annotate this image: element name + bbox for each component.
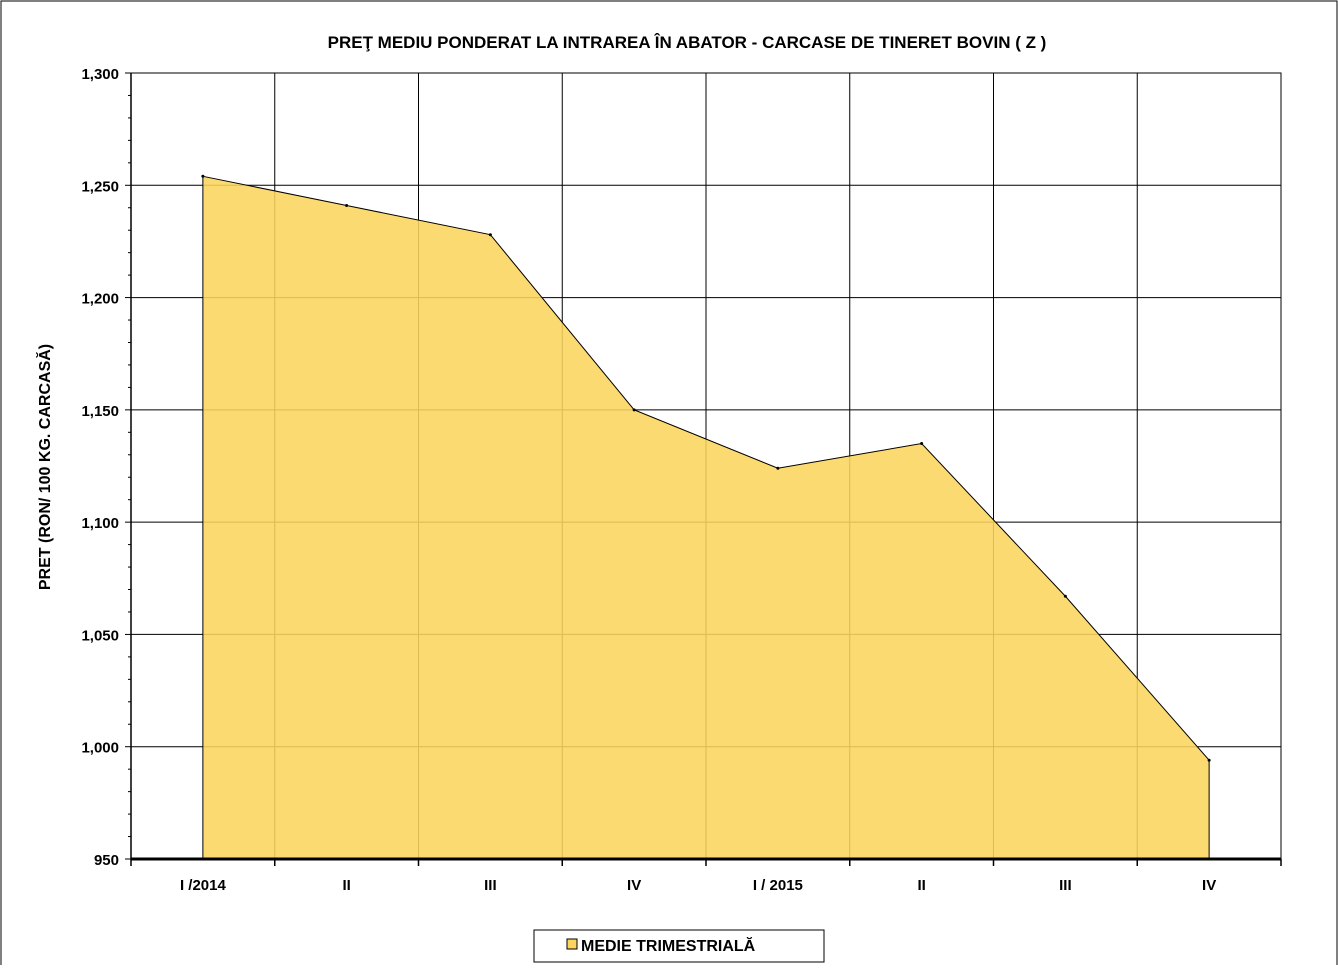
y-tick-label: 1,150: [81, 403, 119, 420]
legend-box: [533, 929, 825, 963]
y-tick-label: 950: [94, 852, 119, 869]
data-point: [488, 233, 492, 237]
x-tick-label: II: [917, 877, 925, 894]
legend-swatch: [566, 938, 578, 950]
y-tick-label: 1,050: [81, 627, 119, 644]
axis-layer: 950 1,000 1,050 1,100 1,150 1,200 1,250 1,300 I …: [81, 66, 1282, 894]
data-point: [345, 203, 349, 207]
y-tick-label: 1,250: [81, 178, 119, 195]
legend: MEDIE TRIMESTRIALĂ: [533, 929, 825, 963]
x-tick-label: III: [1059, 877, 1072, 894]
x-tick-label: I / 2015: [753, 877, 803, 894]
x-tick-label: IV: [627, 877, 641, 894]
data-point: [632, 408, 636, 412]
data-point: [920, 442, 924, 446]
data-point: [201, 174, 205, 178]
y-tick-label: 1,100: [81, 515, 119, 532]
legend-label: MEDIE TRIMESTRIALĂ: [581, 936, 756, 955]
x-tick-label: II: [342, 877, 350, 894]
y-tick-label: 1,200: [81, 291, 119, 308]
x-tick-label: I /2014: [180, 877, 227, 894]
chart-title: PREŢ MEDIU PONDERAT LA INTRAREA ÎN ABATO…: [328, 33, 1047, 52]
x-tick-label: III: [484, 877, 497, 894]
data-point: [776, 466, 780, 470]
area-layer: [201, 174, 1211, 860]
x-tick-label: IV: [1202, 877, 1216, 894]
y-axis-label: PRET (RON/ 100 KG. CARCASĂ): [35, 344, 54, 590]
data-point: [1063, 594, 1067, 598]
data-point: [1207, 758, 1211, 762]
y-tick-label: 1,000: [81, 740, 119, 757]
y-tick-label: 1,300: [81, 66, 119, 83]
